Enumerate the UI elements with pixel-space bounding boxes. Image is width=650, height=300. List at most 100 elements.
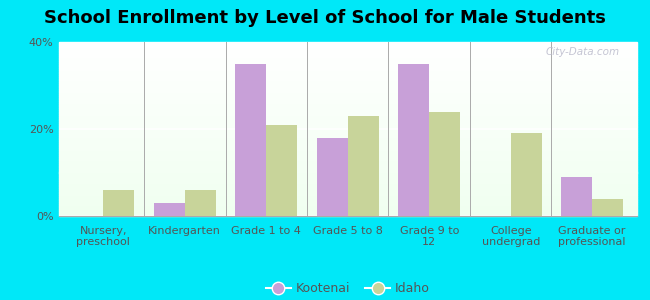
Bar [58,110,637,112]
Bar [58,212,637,214]
Bar [58,200,637,202]
Bar [58,197,637,199]
Bar [266,124,297,216]
Bar [58,64,637,66]
Bar [58,166,637,167]
Bar [58,183,637,185]
Bar [58,159,637,160]
Legend: Kootenai, Idaho: Kootenai, Idaho [261,277,435,300]
Bar [58,66,637,68]
Bar [58,134,637,136]
Bar [592,199,623,216]
Bar [58,179,637,181]
Bar [348,116,379,216]
Bar [58,164,637,166]
Text: School Enrollment by Level of School for Male Students: School Enrollment by Level of School for… [44,9,606,27]
Bar [58,56,637,58]
Bar [58,162,637,164]
Bar [58,124,637,125]
Bar [58,120,637,122]
Bar [58,153,637,155]
Bar [58,194,637,195]
Bar [58,80,637,82]
Bar [58,181,637,183]
Bar [58,75,637,77]
Bar [58,160,637,162]
Bar [58,94,637,96]
Bar [58,115,637,117]
Bar [58,209,637,211]
Bar [58,129,637,131]
Bar [58,52,637,54]
Bar [58,199,637,200]
Bar [58,99,637,101]
Text: City-Data.com: City-Data.com [545,47,619,57]
Bar [58,46,637,47]
Bar [58,174,637,176]
Bar [58,145,637,146]
Bar [398,64,429,216]
Bar [58,190,637,192]
Bar [317,138,348,216]
Bar [58,87,637,89]
Bar [58,214,637,216]
Bar [58,138,637,140]
Bar [58,91,637,92]
Bar [58,178,637,179]
Bar [58,103,637,105]
Bar [511,133,541,216]
Bar [58,143,637,145]
Bar [58,96,637,98]
Bar [561,177,592,216]
Bar [58,84,637,85]
Bar [58,157,637,159]
Bar [58,141,637,143]
Bar [235,64,266,216]
Bar [58,118,637,120]
Bar [58,106,637,108]
Bar [58,92,637,94]
Bar [58,68,637,70]
Bar [58,169,637,171]
Bar [58,188,637,190]
Bar [58,131,637,133]
Bar [58,140,637,141]
Bar [58,89,637,91]
Bar [58,186,637,188]
Bar [58,117,637,118]
Bar [58,42,637,44]
Bar [58,146,637,148]
Bar [58,101,637,103]
Bar [58,108,637,110]
Bar [58,172,637,174]
Bar [58,82,637,84]
Bar [58,152,637,153]
Bar [58,98,637,99]
Bar [58,202,637,204]
Bar [58,44,637,46]
Bar [154,203,185,216]
Bar [58,112,637,113]
Bar [58,47,637,49]
Bar [185,190,216,216]
Bar [58,54,637,56]
Bar [58,59,637,61]
Bar [58,125,637,127]
Bar [58,127,637,129]
Bar [58,204,637,206]
Bar [58,85,637,87]
Bar [58,136,637,138]
Bar [58,79,637,80]
Bar [58,61,637,63]
Bar [58,49,637,51]
Bar [58,185,637,186]
Bar [58,72,637,73]
Bar [58,133,637,134]
Bar [58,58,637,59]
Bar [58,195,637,197]
Bar [58,207,637,209]
Bar [58,105,637,106]
Bar [58,73,637,75]
Bar [58,150,637,152]
Bar [58,51,637,52]
